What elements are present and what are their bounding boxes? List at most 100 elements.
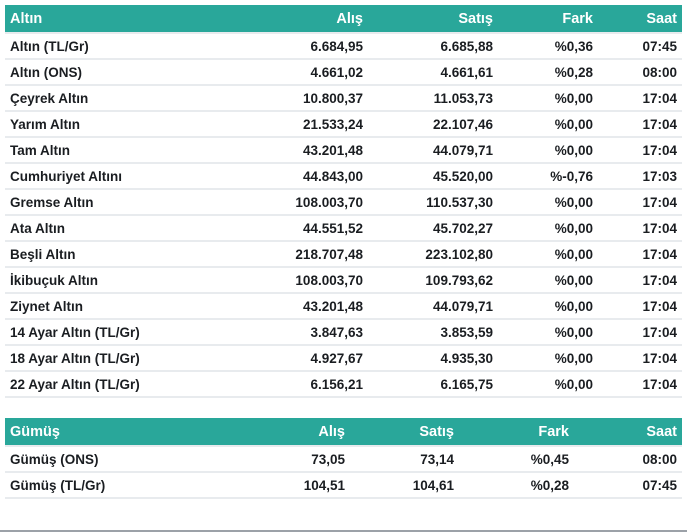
- sell-cell: 109.793,62: [368, 266, 498, 293]
- gold-header-change: Fark: [498, 5, 598, 33]
- page-bottom-edge: [0, 530, 687, 532]
- sell-cell: 104,61: [350, 471, 459, 499]
- change-cell: %0,00: [498, 188, 598, 215]
- sell-cell: 73,14: [350, 445, 459, 472]
- instrument-name-cell: Tam Altın: [5, 136, 238, 163]
- table-row[interactable]: 18 Ayar Altın (TL/Gr) 4.927,67 4.935,30 %0,…: [5, 344, 682, 371]
- change-cell: %0,00: [498, 318, 598, 345]
- buy-cell: 6.156,21: [238, 370, 368, 398]
- sell-cell: 4.935,30: [368, 344, 498, 371]
- time-cell: 17:04: [598, 214, 682, 241]
- table-row[interactable]: Cumhuriyet Altını 44.843,00 45.520,00 %-0,7…: [5, 162, 682, 189]
- table-gap: [5, 398, 682, 418]
- sell-cell: 11.053,73: [368, 84, 498, 111]
- time-cell: 17:04: [598, 136, 682, 163]
- buy-cell: 4.927,67: [238, 344, 368, 371]
- time-cell: 17:03: [598, 162, 682, 189]
- table-row[interactable]: Altın (ONS) 4.661,02 4.661,61 %0,28 08:00: [5, 58, 682, 85]
- table-row[interactable]: Ata Altın 44.551,52 45.702,27 %0,00 17:04: [5, 214, 682, 241]
- buy-cell: 108.003,70: [238, 266, 368, 293]
- time-cell: 17:04: [598, 266, 682, 293]
- change-cell: %0,00: [498, 240, 598, 267]
- change-cell: %0,00: [498, 110, 598, 137]
- sell-cell: 4.661,61: [368, 58, 498, 85]
- buy-cell: 44.551,52: [238, 214, 368, 241]
- change-cell: %0,28: [459, 471, 574, 499]
- silver-header-change: Fark: [459, 418, 574, 446]
- change-cell: %0,00: [498, 344, 598, 371]
- change-cell: %0,00: [498, 292, 598, 319]
- sell-cell: 44.079,71: [368, 292, 498, 319]
- instrument-name-cell: İkibuçuk Altın: [5, 266, 238, 293]
- buy-cell: 44.843,00: [238, 162, 368, 189]
- silver-table-header-row: Gümüş Alış Satış Fark Saat: [5, 418, 682, 446]
- time-cell: 17:04: [598, 370, 682, 398]
- instrument-name-cell: Cumhuriyet Altını: [5, 162, 238, 189]
- buy-cell: 43.201,48: [238, 292, 368, 319]
- time-cell: 07:45: [574, 471, 682, 499]
- buy-cell: 43.201,48: [238, 136, 368, 163]
- buy-cell: 73,05: [240, 445, 350, 472]
- sell-cell: 45.520,00: [368, 162, 498, 189]
- time-cell: 17:04: [598, 240, 682, 267]
- table-row[interactable]: Tam Altın 43.201,48 44.079,71 %0,00 17:04: [5, 136, 682, 163]
- table-row[interactable]: 14 Ayar Altın (TL/Gr) 3.847,63 3.853,59 %0,…: [5, 318, 682, 345]
- buy-cell: 21.533,24: [238, 110, 368, 137]
- sell-cell: 6.165,75: [368, 370, 498, 398]
- change-cell: %0,00: [498, 266, 598, 293]
- table-row[interactable]: Yarım Altın 21.533,24 22.107,46 %0,00 17:04: [5, 110, 682, 137]
- instrument-name-cell: 18 Ayar Altın (TL/Gr): [5, 344, 238, 371]
- sell-cell: 6.685,88: [368, 32, 498, 59]
- time-cell: 17:04: [598, 110, 682, 137]
- time-cell: 17:04: [598, 84, 682, 111]
- instrument-name-cell: Yarım Altın: [5, 110, 238, 137]
- table-row[interactable]: İkibuçuk Altın 108.003,70 109.793,62 %0,00 1…: [5, 266, 682, 293]
- time-cell: 08:00: [574, 445, 682, 472]
- change-cell: %0,00: [498, 214, 598, 241]
- instrument-name-cell: Beşli Altın: [5, 240, 238, 267]
- time-cell: 17:04: [598, 188, 682, 215]
- table-row[interactable]: Ziynet Altın 43.201,48 44.079,71 %0,00 17:04: [5, 292, 682, 319]
- time-cell: 17:04: [598, 292, 682, 319]
- table-row[interactable]: Altın (TL/Gr) 6.684,95 6.685,88 %0,36 07:45: [5, 32, 682, 59]
- gold-header-buy: Alış: [238, 5, 368, 33]
- table-row[interactable]: Gremse Altın 108.003,70 110.537,30 %0,00 17:…: [5, 188, 682, 215]
- silver-header-time: Saat: [574, 418, 682, 446]
- table-row[interactable]: Çeyrek Altın 10.800,37 11.053,73 %0,00 17:04: [5, 84, 682, 111]
- time-cell: 17:04: [598, 344, 682, 371]
- time-cell: 08:00: [598, 58, 682, 85]
- change-cell: %0,00: [498, 370, 598, 398]
- buy-cell: 4.661,02: [238, 58, 368, 85]
- gold-header-sell: Satış: [368, 5, 498, 33]
- table-row[interactable]: Gümüş (TL/Gr) 104,51 104,61 %0,28 07:45: [5, 471, 682, 499]
- instrument-name-cell: Altın (TL/Gr): [5, 32, 238, 59]
- sell-cell: 22.107,46: [368, 110, 498, 137]
- change-cell: %0,00: [498, 136, 598, 163]
- change-cell: %0,00: [498, 84, 598, 111]
- table-row[interactable]: 22 Ayar Altın (TL/Gr) 6.156,21 6.165,75 %0,…: [5, 370, 682, 398]
- silver-price-table: Gümüş Alış Satış Fark Saat Gümüş (ONS) 73…: [5, 418, 682, 499]
- buy-cell: 108.003,70: [238, 188, 368, 215]
- table-row[interactable]: Beşli Altın 218.707,48 223.102,80 %0,00 17:0…: [5, 240, 682, 267]
- instrument-name-cell: Gümüş (TL/Gr): [5, 471, 240, 499]
- instrument-name-cell: 22 Ayar Altın (TL/Gr): [5, 370, 238, 398]
- price-tables-page: Altın Alış Satış Fark Saat Altın (TL/Gr)…: [5, 5, 682, 499]
- instrument-name-cell: Gremse Altın: [5, 188, 238, 215]
- instrument-name-cell: Çeyrek Altın: [5, 84, 238, 111]
- buy-cell: 6.684,95: [238, 32, 368, 59]
- instrument-name-cell: Altın (ONS): [5, 58, 238, 85]
- silver-header-name: Gümüş: [5, 418, 240, 446]
- silver-header-sell: Satış: [350, 418, 459, 446]
- table-row[interactable]: Gümüş (ONS) 73,05 73,14 %0,45 08:00: [5, 445, 682, 472]
- sell-cell: 110.537,30: [368, 188, 498, 215]
- gold-price-table: Altın Alış Satış Fark Saat Altın (TL/Gr)…: [5, 5, 682, 398]
- sell-cell: 45.702,27: [368, 214, 498, 241]
- buy-cell: 10.800,37: [238, 84, 368, 111]
- time-cell: 17:04: [598, 318, 682, 345]
- buy-cell: 3.847,63: [238, 318, 368, 345]
- sell-cell: 223.102,80: [368, 240, 498, 267]
- time-cell: 07:45: [598, 32, 682, 59]
- change-cell: %-0,76: [498, 162, 598, 189]
- sell-cell: 44.079,71: [368, 136, 498, 163]
- instrument-name-cell: 14 Ayar Altın (TL/Gr): [5, 318, 238, 345]
